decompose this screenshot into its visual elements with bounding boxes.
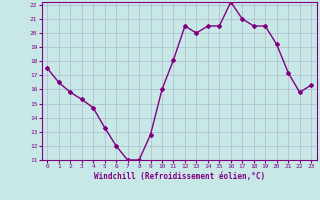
X-axis label: Windchill (Refroidissement éolien,°C): Windchill (Refroidissement éolien,°C) xyxy=(94,172,265,181)
